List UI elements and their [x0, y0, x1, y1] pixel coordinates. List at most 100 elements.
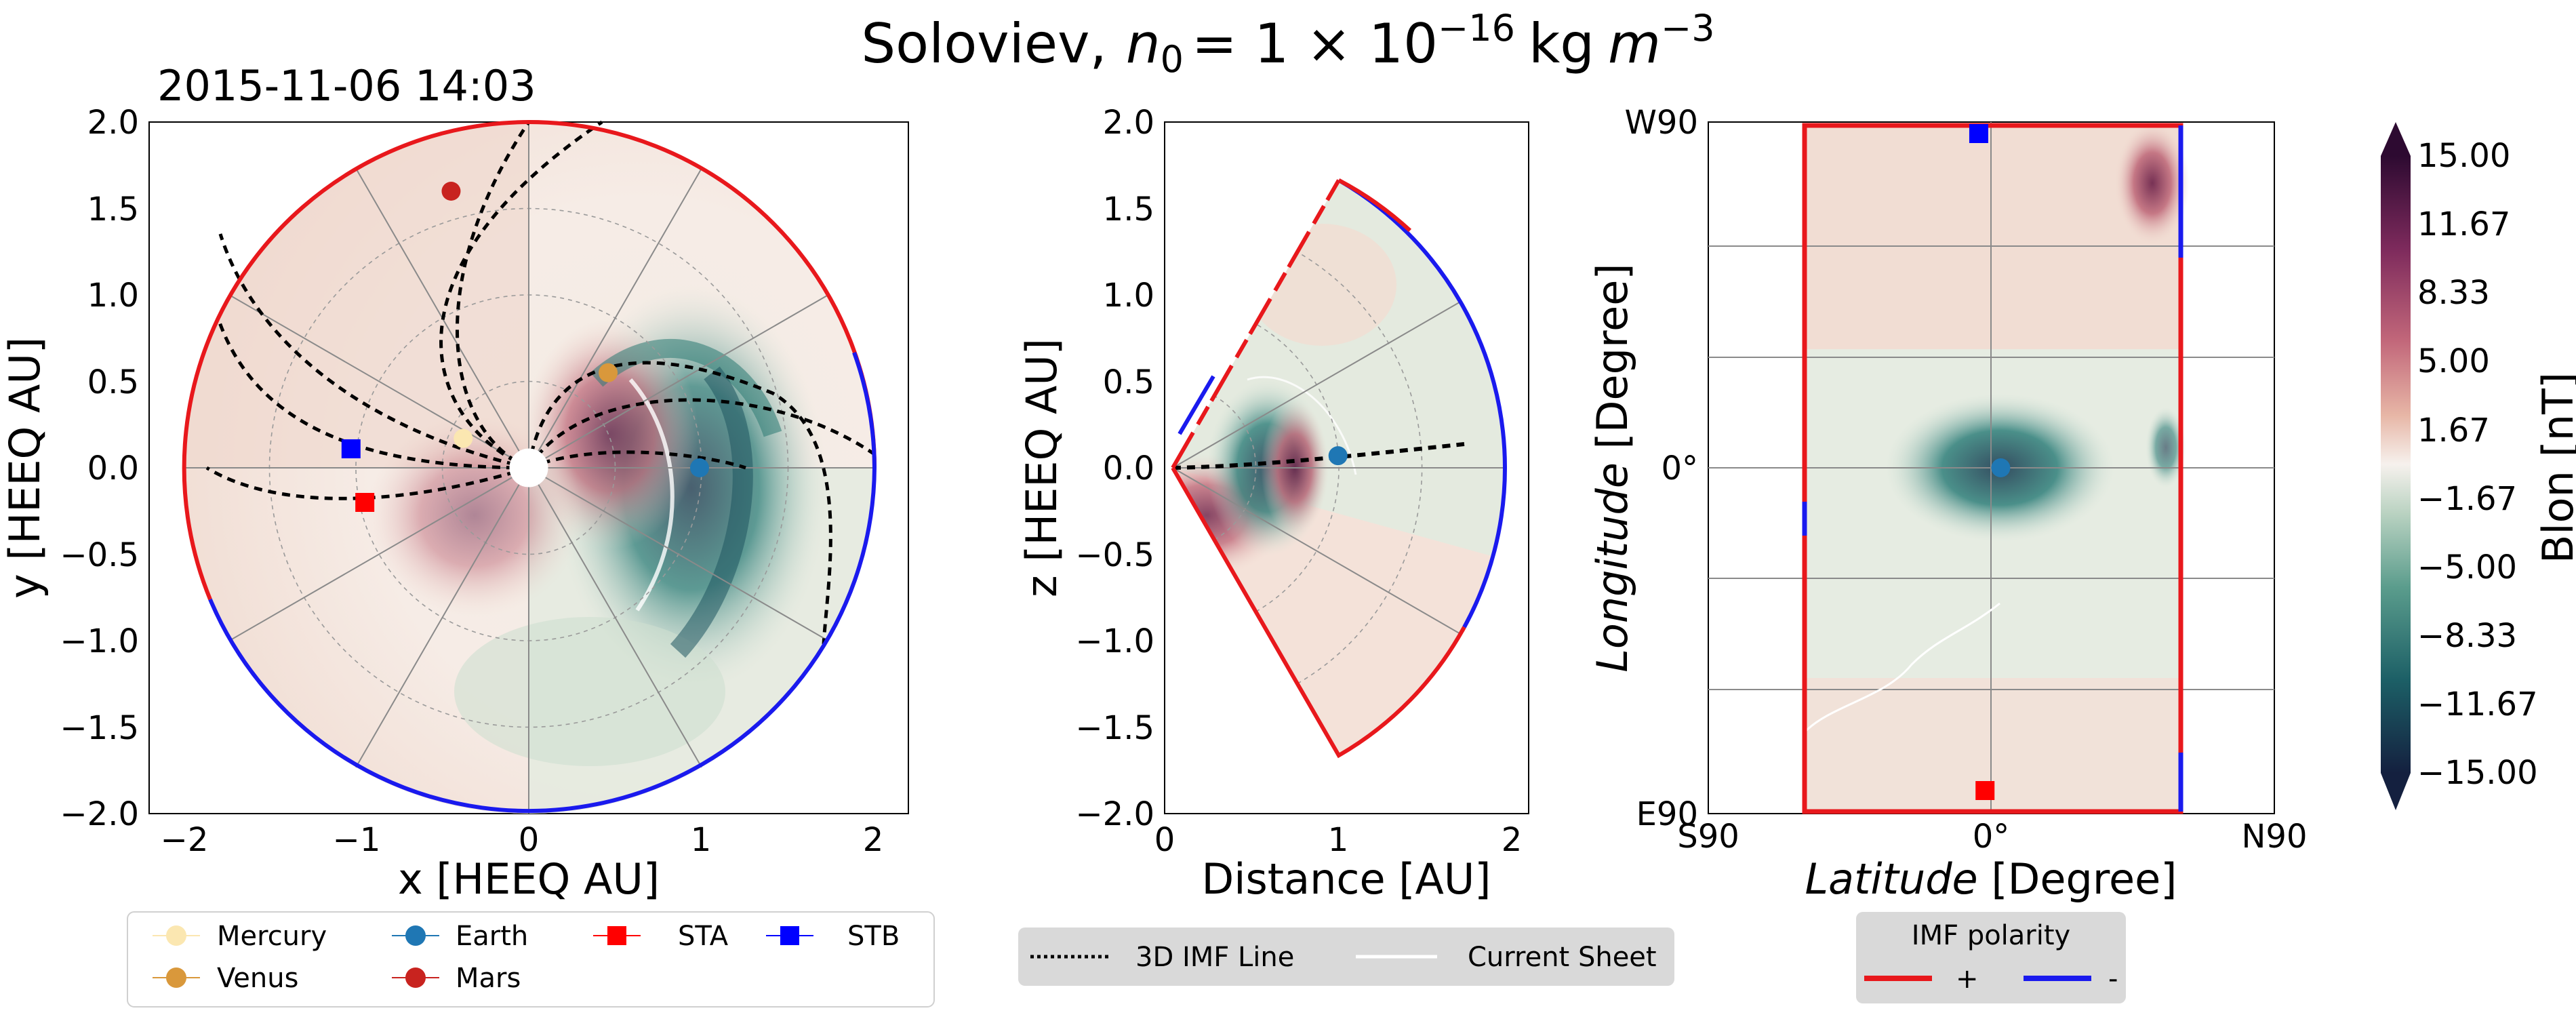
tick-label: −1.0	[60, 622, 139, 660]
sun	[509, 448, 548, 487]
ecliptic-panel: 2015-11-06 14:03	[0, 61, 909, 904]
colorbar-extend-bottom	[2381, 773, 2411, 810]
boundary-y-ticks: W90 0° E90	[1624, 104, 1698, 833]
timestamp: 2015-11-06 14:03	[157, 61, 536, 111]
tick-label: 0.5	[1103, 363, 1154, 401]
legend-marker	[607, 926, 626, 945]
tick-label: 0°	[1973, 818, 2010, 856]
tick-label: −1.0	[1075, 622, 1154, 660]
legend-label: Venus	[217, 963, 298, 994]
tick-label: −1.5	[1075, 709, 1154, 747]
marker-earth	[690, 458, 709, 477]
legend-marker	[405, 968, 426, 988]
meridional-boundary-east	[1337, 178, 1508, 629]
tick-label: 2	[863, 821, 884, 859]
colorbar-label: Blon [nT]	[2533, 372, 2576, 563]
marker-stb	[341, 439, 361, 458]
tick-label: 1.5	[87, 191, 139, 228]
marker-mercury	[454, 428, 473, 448]
legend-lines: 3D IMF Line Current Sheet	[1018, 928, 1674, 986]
tick-label: −2	[161, 821, 209, 859]
tick-label: −8.33	[2417, 617, 2517, 655]
ecliptic-boundary-positive	[182, 120, 529, 601]
legend-item-venus: Venus	[153, 963, 298, 994]
tick-label: 0.0	[87, 450, 139, 487]
boundary-markers	[1969, 124, 2011, 800]
tick-label: 0°	[1661, 450, 1698, 487]
tick-label: −5.00	[2417, 549, 2517, 586]
ecliptic-x-ticks: −2 −1 0 1 2	[161, 821, 884, 859]
tick-label: 1.5	[1103, 191, 1154, 228]
tick-label: −0.5	[1075, 536, 1154, 574]
polarity-plus-label: +	[1956, 963, 1979, 995]
tick-label: −1	[333, 821, 381, 859]
ecliptic-x-label: x [HEEQ AU]	[398, 854, 660, 904]
legend-label: Mercury	[217, 921, 327, 952]
tick-label: 2	[1502, 821, 1523, 859]
meridional-radial-grid	[1172, 301, 1505, 635]
marker-sta	[1975, 781, 1995, 800]
colorbar-extend-top	[2381, 122, 2411, 156]
colorbar: 15.00 11.67 8.33 5.00 1.67 −1.67 −5.00 −…	[2381, 122, 2576, 810]
marker-mars	[441, 182, 461, 201]
legend-marker	[405, 925, 426, 946]
tick-label: 2.0	[1103, 104, 1154, 142]
legend-item-sta: STA	[593, 921, 729, 952]
tick-label: 1	[1328, 821, 1349, 859]
tick-label: 15.00	[2417, 137, 2510, 175]
tick-label: 1.67	[2417, 412, 2490, 450]
meridional-x-label: Distance [AU]	[1202, 854, 1491, 904]
boundary-outline-positive	[1802, 123, 2183, 814]
meridional-imf-line	[1172, 442, 1465, 470]
tick-label: N90	[2242, 818, 2308, 856]
legend-label: STA	[678, 921, 729, 952]
ecliptic-imf-lines	[205, 120, 876, 645]
tick-label: −1.5	[60, 709, 139, 747]
boundary-y-label: Longitude [Degree]	[1588, 263, 1637, 672]
legend-marker	[780, 926, 799, 945]
tick-label: S90	[1677, 818, 1739, 856]
ecliptic-boundary-negative-east	[852, 351, 877, 468]
meridional-boundary-north-negative	[1178, 375, 1215, 435]
legend-item-mars: Mars	[392, 963, 521, 994]
meridional-panel: 0 1 2 2.0 1.5 1.0 0.5 0.0 −0.5 −1.0 −1.5…	[1017, 104, 1529, 904]
marker-sta	[355, 493, 375, 512]
ecliptic-y-ticks: 2.0 1.5 1.0 0.5 0.0 −0.5 −1.0 −1.5 −2.0	[60, 104, 139, 833]
marker-venus	[599, 363, 618, 382]
tick-label: 0.5	[87, 363, 139, 401]
boundary-x-ticks: S90 0° N90	[1677, 818, 2307, 856]
tick-label: 8.33	[2417, 274, 2490, 312]
legend-item-mercury: Mercury	[153, 921, 327, 952]
tick-label: 5.00	[2417, 342, 2490, 380]
tick-label: 11.67	[2417, 205, 2510, 243]
tick-label: −11.67	[2417, 685, 2538, 723]
legend-item-earth: Earth	[392, 921, 528, 952]
tick-label: 0	[1154, 821, 1175, 859]
legend-label: STB	[847, 921, 900, 952]
meridional-boundary-east-positive	[1337, 178, 1412, 233]
map-current-sheet	[1803, 602, 2000, 734]
colorbar-gradient	[2381, 156, 2411, 773]
meridional-markers	[1328, 446, 1348, 466]
colorbar-ticks: 15.00 11.67 8.33 5.00 1.67 −1.67 −5.00 −…	[2417, 137, 2538, 792]
meridional-boundary-south	[1171, 466, 1466, 759]
meridional-x-ticks: 0 1 2	[1154, 821, 1523, 859]
tick-label: 2.0	[87, 104, 139, 142]
meridional-y-ticks: 2.0 1.5 1.0 0.5 0.0 −0.5 −1.0 −1.5 −2.0	[1075, 104, 1154, 833]
tick-label: −2.0	[60, 795, 139, 833]
marker-earth	[1328, 446, 1348, 466]
tick-label: −15.00	[2417, 754, 2538, 792]
tick-label: −1.67	[2417, 480, 2517, 518]
legend-item-stb: STB	[766, 921, 900, 952]
tick-label: 1.0	[87, 277, 139, 315]
tick-label: −2.0	[1075, 795, 1154, 833]
imf-line-label: 3D IMF Line	[1135, 942, 1294, 973]
boundary-map-panel: S90 0° N90 W90 0° E90 Latitude [Degree] …	[1588, 104, 2307, 904]
legend-bodies: Mercury Venus Earth Mars STA STB	[127, 911, 935, 1008]
tick-label: 0	[519, 821, 540, 859]
meridional-y-label: z [HEEQ AU]	[1017, 338, 1066, 597]
figure-title: Soloviev, n0 = 1 × 10−16 kg m−3	[861, 7, 1714, 81]
polarity-minus-label: -	[2108, 963, 2118, 995]
ecliptic-y-label: y [HEEQ AU]	[0, 337, 49, 599]
